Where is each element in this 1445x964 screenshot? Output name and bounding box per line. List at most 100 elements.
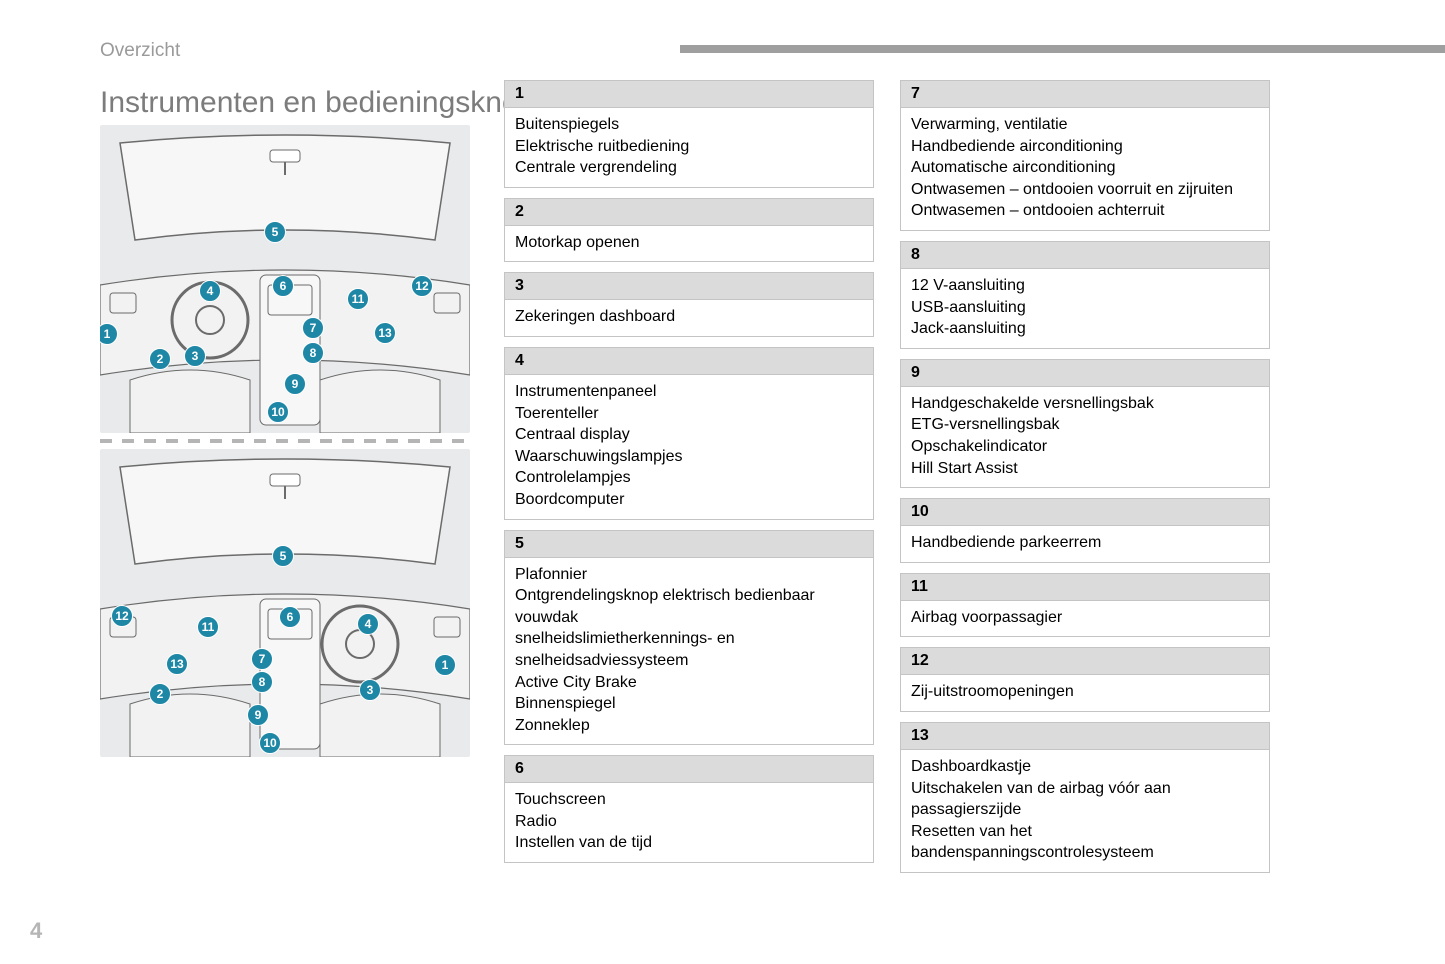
- callout-badge: 10: [259, 732, 281, 754]
- section-item: Jack-aansluiting: [911, 318, 1259, 340]
- callout-badge: 2: [149, 683, 171, 705]
- callout-badge: 11: [347, 288, 369, 310]
- section-item: Binnenspiegel: [515, 693, 863, 715]
- section-body: BuitenspiegelsElektrische ruitbedieningC…: [505, 108, 873, 187]
- section-item: Toerenteller: [515, 403, 863, 425]
- section-item: Resetten van het bandenspanningscontrole…: [911, 821, 1259, 864]
- section-item: Ontgrendelingsknop elektrisch bedienbaar…: [515, 585, 863, 628]
- section-body: Zekeringen dashboard: [505, 300, 873, 336]
- section-label: Overzicht: [100, 40, 180, 62]
- section-box: 6TouchscreenRadioInstellen van de tijd: [504, 755, 874, 863]
- section-item: Airbag voorpassagier: [911, 607, 1259, 629]
- section-item: Motorkap openen: [515, 232, 863, 254]
- section-item: Ontwasemen – ontdooien achterruit: [911, 200, 1259, 222]
- diagram-divider: [100, 436, 470, 446]
- callout-badge: 11: [197, 616, 219, 638]
- callout-badge: 2: [149, 348, 171, 370]
- section-head: 10: [901, 499, 1269, 526]
- section-item: Dashboardkastje: [911, 756, 1259, 778]
- page-number: 4: [30, 918, 42, 944]
- dashboard-outline-svg: [100, 449, 470, 757]
- section-box: 13DashboardkastjeUitschakelen van de air…: [900, 722, 1270, 873]
- section-body: PlafonnierOntgrendelingsknop elektrisch …: [505, 558, 873, 745]
- section-head: 6: [505, 756, 873, 783]
- diagram-column: 12345678910111213 12345678910111213: [100, 125, 470, 757]
- section-item: Controlelampjes: [515, 467, 863, 489]
- section-box: 12 Zij-uitstroomopeningen: [900, 647, 1270, 712]
- section-box: 4InstrumentenpaneelToerentellerCentraal …: [504, 347, 874, 520]
- section-item: Instellen van de tijd: [515, 832, 863, 854]
- section-head: 11: [901, 574, 1269, 601]
- section-item: Active City Brake: [515, 672, 863, 694]
- callout-badge: 12: [111, 605, 133, 627]
- top-bar: [680, 45, 1445, 53]
- section-box: 3 Zekeringen dashboard: [504, 272, 874, 337]
- section-box: 1BuitenspiegelsElektrische ruitbediening…: [504, 80, 874, 188]
- section-item: ETG-versnellingsbak: [911, 414, 1259, 436]
- dashboard-diagram-bottom: 12345678910111213: [100, 449, 470, 757]
- callout-badge: 8: [251, 671, 273, 693]
- section-head: 1: [505, 81, 873, 108]
- section-body: Airbag voorpassagier: [901, 601, 1269, 637]
- section-item: Zij-uitstroomopeningen: [911, 681, 1259, 703]
- section-body: DashboardkastjeUitschakelen van de airba…: [901, 750, 1269, 872]
- section-head: 13: [901, 723, 1269, 750]
- section-item: Zekeringen dashboard: [515, 306, 863, 328]
- section-head: 7: [901, 81, 1269, 108]
- callout-badge: 12: [411, 275, 433, 297]
- section-item: Zonneklep: [515, 715, 863, 737]
- section-box: 5PlafonnierOntgrendelingsknop elektrisch…: [504, 530, 874, 746]
- section-box: 7Verwarming, ventilatieHandbediende airc…: [900, 80, 1270, 231]
- section-box: 2 Motorkap openen: [504, 198, 874, 263]
- callout-badge: 7: [251, 648, 273, 670]
- section-item: Plafonnier: [515, 564, 863, 586]
- callout-badge: 7: [302, 317, 324, 339]
- section-head: 4: [505, 348, 873, 375]
- section-item: Touchscreen: [515, 789, 863, 811]
- section-item: Buitenspiegels: [515, 114, 863, 136]
- right-column: 7Verwarming, ventilatieHandbediende airc…: [900, 80, 1270, 883]
- section-item: Instrumentenpaneel: [515, 381, 863, 403]
- section-head: 3: [505, 273, 873, 300]
- section-item: snelheidslimietherkennings- en snelheids…: [515, 628, 863, 671]
- section-item: Radio: [515, 811, 863, 833]
- section-body: TouchscreenRadioInstellen van de tijd: [505, 783, 873, 862]
- section-item: Waarschuwingslampjes: [515, 446, 863, 468]
- section-item: 12 V-aansluiting: [911, 275, 1259, 297]
- section-box: 9 Handgeschakelde versnellingsbakETG-vers…: [900, 359, 1270, 488]
- callout-badge: 3: [184, 345, 206, 367]
- section-item: Automatische airconditioning: [911, 157, 1259, 179]
- section-item: Handgeschakelde versnellingsbak: [911, 393, 1259, 415]
- section-item: Centrale vergrendeling: [515, 157, 863, 179]
- callout-badge: 8: [302, 342, 324, 364]
- section-body: Zij-uitstroomopeningen: [901, 675, 1269, 711]
- section-body: InstrumentenpaneelToerentellerCentraal d…: [505, 375, 873, 519]
- section-head: 2: [505, 199, 873, 226]
- section-body: Verwarming, ventilatieHandbediende airco…: [901, 108, 1269, 230]
- section-box: 11 Airbag voorpassagier: [900, 573, 1270, 638]
- section-body: Motorkap openen: [505, 226, 873, 262]
- callout-badge: 13: [166, 653, 188, 675]
- section-box: 10 Handbediende parkeerrem: [900, 498, 1270, 563]
- section-item: Handbediende parkeerrem: [911, 532, 1259, 554]
- section-item: Hill Start Assist: [911, 458, 1259, 480]
- section-item: Centraal display: [515, 424, 863, 446]
- section-head: 5: [505, 531, 873, 558]
- section-item: Uitschakelen van de airbag vóór aan pass…: [911, 778, 1259, 821]
- middle-column: 1BuitenspiegelsElektrische ruitbediening…: [504, 80, 874, 873]
- section-head: 12: [901, 648, 1269, 675]
- section-item: Opschakelindicator: [911, 436, 1259, 458]
- callout-badge: 13: [374, 322, 396, 344]
- section-head: 8: [901, 242, 1269, 269]
- section-item: Elektrische ruitbediening: [515, 136, 863, 158]
- section-item: Ontwasemen – ontdooien voorruit en zijru…: [911, 179, 1259, 201]
- section-box: 812 V-aansluitingUSB-aansluitingJack-aan…: [900, 241, 1270, 349]
- callout-badge: 6: [272, 275, 294, 297]
- dashboard-diagram-top: 12345678910111213: [100, 125, 470, 433]
- section-body: 12 V-aansluitingUSB-aansluitingJack-aans…: [901, 269, 1269, 348]
- section-body: Handbediende parkeerrem: [901, 526, 1269, 562]
- callout-badge: 10: [267, 401, 289, 423]
- section-head: 9: [901, 360, 1269, 387]
- callout-badge: 4: [199, 280, 221, 302]
- section-item: USB-aansluiting: [911, 297, 1259, 319]
